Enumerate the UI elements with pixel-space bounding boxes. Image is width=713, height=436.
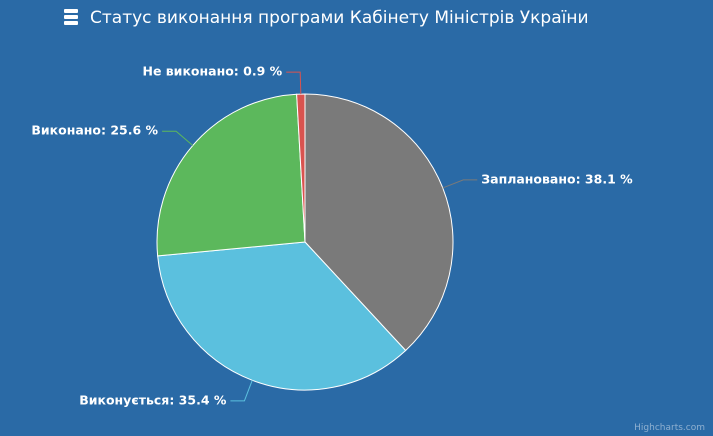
- data-label: Не виконано: 0.9 %: [142, 64, 282, 79]
- data-label: Виконується: 35.4 %: [79, 392, 227, 407]
- pie-slice: [156, 93, 306, 257]
- connector: [286, 71, 302, 95]
- connector: [230, 380, 253, 402]
- title-icon: [64, 9, 78, 25]
- pie-slice: [304, 93, 454, 352]
- chart-title: Статус виконання програми Кабінету Мініс…: [90, 8, 589, 28]
- connector: [162, 130, 194, 146]
- data-label: Заплановано: 38.1 %: [481, 171, 633, 186]
- pie-slice: [157, 241, 407, 391]
- pie-slice: [296, 93, 306, 243]
- connector: [442, 179, 478, 189]
- data-label: Виконано: 25.6 %: [31, 123, 158, 138]
- credits: Highcharts.com: [634, 423, 705, 433]
